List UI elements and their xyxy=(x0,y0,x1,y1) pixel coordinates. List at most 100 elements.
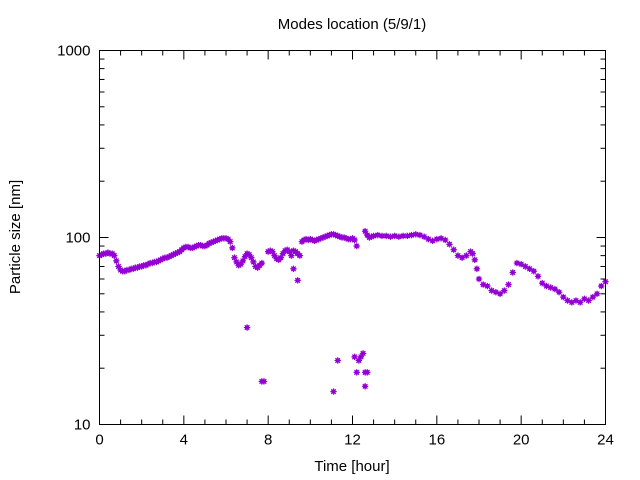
data-point xyxy=(144,260,152,268)
data-point xyxy=(359,350,367,357)
data-point xyxy=(517,260,525,268)
data-point-stroke-d2 xyxy=(297,252,303,259)
data-point-stroke-d2 xyxy=(438,235,444,242)
data-point xyxy=(547,284,554,291)
data-point xyxy=(111,252,118,259)
data-point-stroke-d2 xyxy=(590,294,596,300)
data-point xyxy=(294,277,301,284)
data-point xyxy=(361,383,369,390)
data-point xyxy=(585,297,592,304)
data-point xyxy=(245,251,253,258)
data-point xyxy=(351,353,358,361)
x-axis-label: Time [hour] xyxy=(314,458,389,475)
data-point xyxy=(351,236,358,244)
data-point xyxy=(227,238,234,245)
data-point xyxy=(353,369,360,376)
x-tick-label: 12 xyxy=(344,432,361,449)
data-point xyxy=(598,282,605,290)
data-point-stroke-d2 xyxy=(413,231,419,238)
data-point-stroke-d2 xyxy=(434,236,440,242)
data-point xyxy=(296,252,303,259)
data-point-stroke-d2 xyxy=(391,233,398,239)
x-tick-label: 16 xyxy=(428,432,445,449)
data-point xyxy=(450,246,457,253)
data-point-stroke-d2 xyxy=(231,254,238,261)
data-point-stroke-d2 xyxy=(330,388,337,395)
data-point-stroke-d2 xyxy=(510,269,516,276)
data-point-stroke-d2 xyxy=(269,248,276,255)
data-point-stroke-d2 xyxy=(484,283,491,289)
data-point xyxy=(290,265,297,273)
data-point-stroke-d2 xyxy=(115,263,122,270)
data-point xyxy=(475,275,483,283)
data-point xyxy=(509,269,516,276)
data-point-stroke-d2 xyxy=(227,238,233,245)
data-point-stroke-d2 xyxy=(543,283,550,289)
data-point xyxy=(564,297,571,304)
data-point xyxy=(463,252,470,259)
data-point xyxy=(589,293,597,301)
data-point-stroke-d2 xyxy=(351,237,358,243)
data-point-stroke-d2 xyxy=(505,281,512,288)
data-point xyxy=(364,369,371,376)
data-point-stroke-d2 xyxy=(225,236,231,242)
data-point xyxy=(501,287,508,294)
data-point-stroke-d2 xyxy=(442,237,448,243)
data-point-stroke-d2 xyxy=(417,232,423,238)
data-point-stroke-d2 xyxy=(408,232,415,238)
data-point-stroke-d2 xyxy=(353,369,360,376)
data-point xyxy=(551,285,559,293)
data-point-stroke-d2 xyxy=(560,294,567,300)
x-tick-label: 0 xyxy=(95,432,103,449)
data-point xyxy=(353,242,360,250)
data-point-stroke-d2 xyxy=(421,233,427,240)
data-point-stroke-d2 xyxy=(493,289,499,295)
data-point-stroke-d2 xyxy=(526,266,533,272)
data-point-stroke-d2 xyxy=(351,354,358,360)
data-point-stroke-d2 xyxy=(488,287,495,294)
data-point-stroke-d2 xyxy=(290,266,297,272)
data-point-stroke-d2 xyxy=(564,297,571,304)
data-point xyxy=(420,233,428,240)
data-point xyxy=(288,252,295,259)
data-point-stroke-d2 xyxy=(514,260,520,266)
data-point-stroke-d2 xyxy=(455,252,461,259)
data-point xyxy=(408,231,415,239)
data-point xyxy=(330,388,337,395)
data-point-stroke-d2 xyxy=(248,254,255,261)
data-point-stroke-d2 xyxy=(547,284,554,291)
data-point xyxy=(577,299,584,306)
data-point xyxy=(258,259,266,267)
data-point xyxy=(496,290,504,297)
data-point xyxy=(593,290,601,297)
data-point-stroke-d2 xyxy=(552,286,558,292)
tick-layer: 0 4 8 12 16 20 24 10 100 1000 xyxy=(57,43,614,449)
data-point-stroke-d2 xyxy=(362,228,368,234)
data-point-stroke-d2 xyxy=(463,252,470,259)
data-point xyxy=(471,256,478,263)
data-point xyxy=(534,273,542,280)
data-point-stroke-d2 xyxy=(474,266,480,272)
data-point xyxy=(555,288,563,296)
x-tick-label: 24 xyxy=(597,432,614,449)
y-tick-label: 100 xyxy=(65,230,90,247)
data-point xyxy=(446,241,453,248)
data-point-stroke-d2 xyxy=(379,233,385,239)
data-point-stroke-d2 xyxy=(598,283,605,289)
data-point xyxy=(539,279,546,287)
data-point xyxy=(260,378,268,385)
x-tick-label: 4 xyxy=(180,432,188,449)
data-point-stroke-d2 xyxy=(476,276,482,282)
data-point-stroke-d2 xyxy=(244,324,250,331)
data-point-stroke-d2 xyxy=(271,252,278,259)
data-point xyxy=(334,357,341,364)
data-point-stroke-d2 xyxy=(577,299,583,306)
data-point-stroke-d2 xyxy=(594,291,600,297)
data-point xyxy=(530,268,538,275)
data-point-stroke-d2 xyxy=(375,232,381,238)
data-point-stroke-d2 xyxy=(246,251,252,258)
data-point-stroke-d2 xyxy=(535,273,541,280)
data-point xyxy=(399,232,407,240)
data-point-stroke-d2 xyxy=(425,236,432,242)
data-point-stroke-d2 xyxy=(472,257,478,263)
